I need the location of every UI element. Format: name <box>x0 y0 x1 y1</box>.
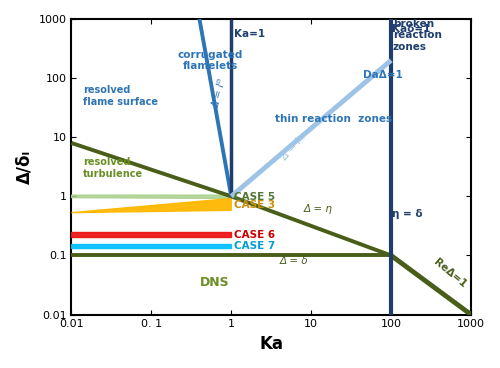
Text: DNS: DNS <box>200 276 229 289</box>
Text: CASE 3: CASE 3 <box>234 200 275 210</box>
Text: CASE 7: CASE 7 <box>234 241 275 251</box>
Text: CASE 5: CASE 5 <box>234 192 275 202</box>
Y-axis label: Δ/δₗ: Δ/δₗ <box>15 150 33 184</box>
X-axis label: Ka: Ka <box>259 335 283 353</box>
Text: corrugated
flamelets: corrugated flamelets <box>178 50 243 71</box>
Text: ReΔ=1: ReΔ=1 <box>432 257 468 290</box>
Text: Δ = lₘ: Δ = lₘ <box>280 132 308 163</box>
Text: Δ = δ: Δ = δ <box>280 255 308 266</box>
Text: Ka=1: Ka=1 <box>234 29 265 39</box>
Text: η = δ: η = δ <box>392 209 422 219</box>
Text: DaΔ=1: DaΔ=1 <box>364 70 403 80</box>
Polygon shape <box>72 195 231 198</box>
Text: Δ = lᴳ: Δ = lᴳ <box>210 78 228 109</box>
Text: CASE 6: CASE 6 <box>234 230 275 240</box>
Polygon shape <box>72 244 231 248</box>
Polygon shape <box>72 233 231 237</box>
Text: broken
reaction
zones: broken reaction zones <box>393 19 442 52</box>
Text: Δ = η: Δ = η <box>304 204 332 214</box>
Polygon shape <box>72 198 231 213</box>
Text: thin reaction  zones: thin reaction zones <box>274 114 392 124</box>
Text: resolved
turbulence: resolved turbulence <box>83 158 143 179</box>
Text: Kaδ=1: Kaδ=1 <box>392 24 430 34</box>
Text: resolved
flame surface: resolved flame surface <box>83 85 158 107</box>
